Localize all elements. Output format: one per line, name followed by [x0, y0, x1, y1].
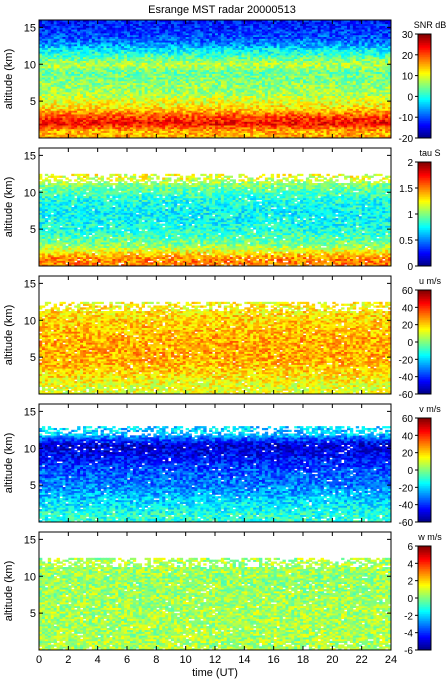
figure-title: Esrange MST radar 20000513	[148, 4, 296, 16]
heatmap-field	[39, 20, 391, 138]
